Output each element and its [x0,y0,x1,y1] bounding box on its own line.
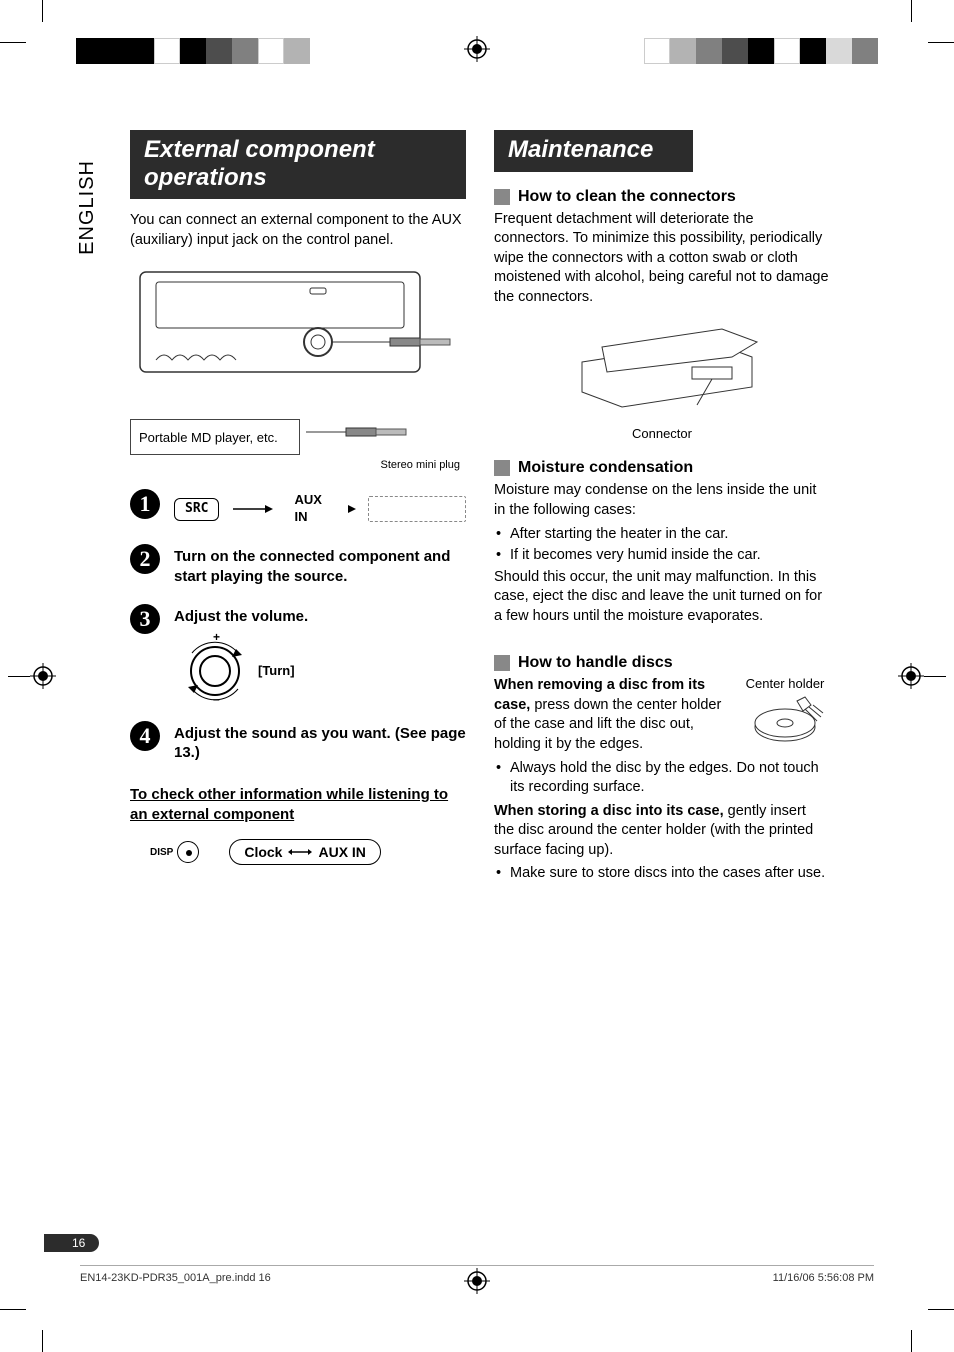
section-title-external: External component operations [130,130,466,199]
step-number-icon: 4 [130,721,160,751]
moisture-outro: Should this occur, the unit may malfunct… [494,568,830,627]
md-player-label: Portable MD player, etc. [139,430,278,445]
clean-text: Frequent detachment will deteriorate the… [494,210,830,308]
arrow-right-icon [227,502,286,516]
step-3-text: Adjust the volume. [174,607,466,627]
discs-heading-text: How to handle discs [518,654,673,672]
right-column: Maintenance How to clean the connectors … [494,130,830,886]
square-bullet-icon [494,460,510,476]
clean-heading-text: How to clean the connectors [518,188,736,206]
disp-label: DISP [150,847,173,858]
moisture-intro: Moisture may condense on the lens inside… [494,481,830,520]
footer-file: EN14-23KD-PDR35_001A_pre.indd 16 [80,1272,271,1284]
clock-aux-pill: Clock AUX IN [229,839,381,865]
registration-mark-icon [898,663,924,689]
step-4-text: Adjust the sound as you want. (See page … [174,721,466,763]
registration-mark-icon [464,36,490,62]
square-bullet-icon [494,189,510,205]
registration-mark-icon [30,663,56,689]
svg-text:–: – [213,692,220,703]
auxin-label: AUX IN [318,844,365,860]
clean-connectors-heading: How to clean the connectors [494,188,830,206]
discs-list-1: Always hold the disc by the edges. Do no… [494,759,830,798]
step-3: 3 Adjust the volume. + – [130,604,466,703]
connector-diagram [494,317,830,422]
moisture-heading: Moisture condensation [494,459,830,477]
head-unit-diagram: Portable MD player, etc. Stereo mini plu… [130,264,466,471]
color-bar-right [644,38,878,64]
step-4: 4 Adjust the sound as you want. (See pag… [130,721,466,763]
arrow-right-icon [346,502,360,516]
page-number: 16 [44,1234,99,1252]
disc-removing-row: When removing a disc from its case, pres… [494,676,830,754]
svg-text:+: + [213,633,220,644]
left-column: External component operations You can co… [130,130,466,886]
list-item: After starting the heater in the car. [494,525,830,545]
step-2-text: Turn on the connected component and star… [174,544,466,586]
step-1: 1 SRC AUX IN [130,489,466,526]
double-arrow-icon [288,846,312,858]
discs-heading: How to handle discs [494,654,830,672]
intro-text: You can connect an external component to… [130,211,466,250]
disp-button-icon [177,841,199,863]
list-item: Make sure to store discs into the cases … [494,864,830,884]
step-number-icon: 2 [130,544,160,574]
discs-list-2: Make sure to store discs into the cases … [494,864,830,884]
step-number-icon: 1 [130,489,160,519]
center-holder-label: Center holder [740,676,830,691]
section-title-maintenance: Maintenance [494,130,693,172]
check-info-heading: To check other information while listeni… [130,785,466,826]
disp-clock-row: DISP Clock AUX IN [150,839,466,865]
src-button: SRC [174,498,219,521]
square-bullet-icon [494,655,510,671]
connector-label: Connector [494,426,830,441]
aux-in-label: AUX IN [295,492,338,526]
list-item: If it becomes very humid inside the car. [494,546,830,566]
step-2: 2 Turn on the connected component and st… [130,544,466,586]
list-item: Always hold the disc by the edges. Do no… [494,759,830,798]
dotted-placeholder [368,496,466,522]
center-holder-icon [745,691,825,747]
stereo-plug-label: Stereo mini plug [130,459,466,471]
storing-bold: When storing a disc into its case, [494,803,724,819]
clock-label: Clock [244,844,282,860]
volume-knob-diagram: + – [Turn] [180,633,260,703]
moisture-heading-text: Moisture condensation [518,459,693,477]
page-content: External component operations You can co… [130,130,830,886]
color-bar-left [76,38,310,64]
step-number-icon: 3 [130,604,160,634]
moisture-list: After starting the heater in the car. If… [494,525,830,566]
footer-date: 11/16/06 5:56:08 PM [773,1272,874,1284]
md-player-box: Portable MD player, etc. [130,419,300,455]
registration-mark-icon [464,1268,490,1294]
disp-button: DISP [150,841,199,863]
language-tab: ENGLISH [76,160,99,255]
turn-label: [Turn] [258,663,295,680]
